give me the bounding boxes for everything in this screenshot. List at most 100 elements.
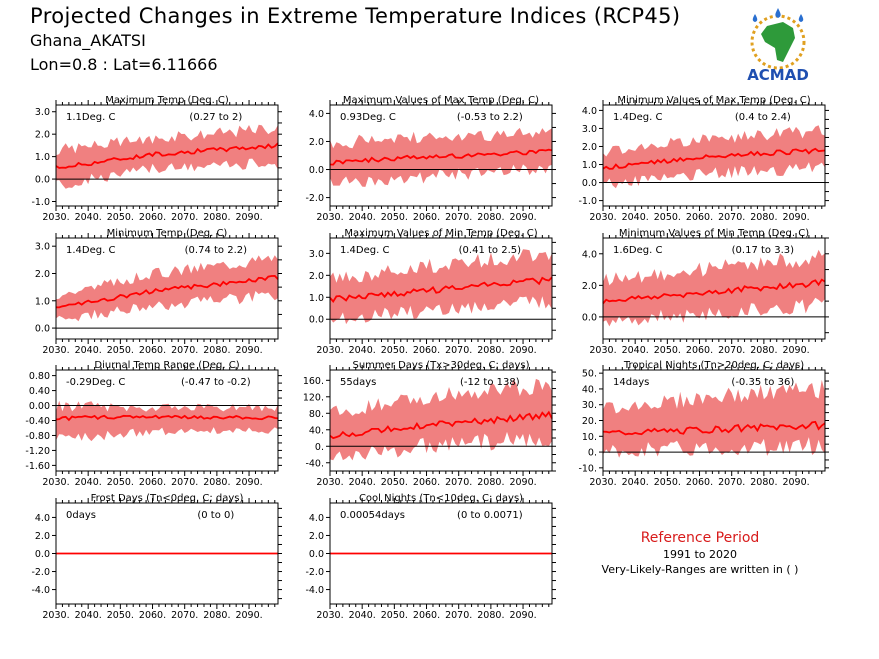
median-line: [55, 414, 279, 422]
y-tick-label: 0.: [315, 442, 324, 453]
chart-panel: -1.60 -1.20 -0.80 -0.40 0.00 0.40 0.80 2030. 204…: [25, 360, 282, 488]
likely-range-label: (0.17 to 3.3): [732, 245, 794, 256]
chart-title: Minimum Values of Min Temp (Deg. C): [619, 228, 809, 239]
reference-period-note: Very-Likely-Ranges are written in ( ): [601, 563, 799, 576]
x-tick-label: 2090.: [235, 610, 262, 621]
x-tick-label: 2030.: [42, 212, 69, 223]
y-tick-label: 4.0: [309, 513, 324, 524]
acmad-logo: ACMAD: [747, 8, 809, 84]
y-tick-label: 3.0: [582, 124, 597, 135]
y-tick-label: 40.: [582, 384, 597, 395]
logo-text: ACMAD: [747, 66, 809, 84]
y-tick-label: 1.0: [309, 293, 324, 304]
x-tick-label: 2050.: [381, 610, 408, 621]
y-tick-label: 4.0: [309, 109, 324, 120]
chart-title: Cool Nights (Tn<10deg. C; days): [359, 493, 523, 504]
y-tick-label: 0.0: [35, 175, 50, 186]
y-tick-label: 4.0: [582, 249, 597, 260]
x-tick-label: 2090.: [509, 610, 536, 621]
x-tick-label: 2040.: [622, 345, 649, 356]
x-tick-label: 2040.: [349, 477, 376, 488]
y-tick-label: -2.0: [305, 193, 324, 204]
x-tick-label: 2070.: [445, 212, 472, 223]
y-tick-label: 2.0: [309, 137, 324, 148]
change-value-label: 0.00054days: [340, 510, 405, 521]
page-title: Projected Changes in Extreme Temperature…: [30, 4, 681, 28]
chart-panel: 0.0 1.0 2.0 3.0 2030. 2040. 2050. 2060. 2070. 208…: [309, 228, 556, 356]
likely-range-label: (0 to 0): [197, 510, 234, 521]
y-tick-label: 10.: [582, 432, 597, 443]
x-tick-label: 2070.: [171, 212, 198, 223]
x-tick-label: 2090.: [782, 477, 809, 488]
chart-title: Maximum Values of Min Temp (Deg. C): [344, 228, 537, 239]
change-value-label: 1.4Deg. C: [66, 245, 115, 256]
change-value-label: 0.93Deg. C: [340, 112, 396, 123]
x-tick-label: 2050.: [107, 212, 134, 223]
y-tick-label: 4.0: [35, 513, 50, 524]
x-tick-label: 2080.: [477, 610, 504, 621]
y-tick-label: -4.0: [305, 585, 324, 596]
x-tick-label: 2070.: [718, 212, 745, 223]
chart-title: Summer Days (Tx>30deg. C; days): [352, 360, 529, 371]
x-tick-label: 2040.: [75, 345, 102, 356]
likely-range-band: [56, 124, 278, 189]
x-tick-label: 2050.: [381, 345, 408, 356]
x-tick-label: 2030.: [589, 212, 616, 223]
x-tick-label: 2050.: [381, 212, 408, 223]
x-tick-label: 2060.: [139, 477, 166, 488]
chart-title: Maximum Values of Max Temp (Deg. C): [343, 95, 539, 106]
y-tick-label: -0.40: [25, 416, 50, 427]
likely-range-label: (0.27 to 2): [189, 112, 242, 123]
x-tick-label: 2050.: [107, 345, 134, 356]
x-tick-label: 2090.: [235, 345, 262, 356]
x-tick-label: 2080.: [750, 345, 777, 356]
x-tick-label: 2050.: [107, 610, 134, 621]
x-tick-label: 2070.: [171, 345, 198, 356]
x-tick-label: 2030.: [589, 477, 616, 488]
x-tick-label: 2090.: [509, 345, 536, 356]
y-tick-label: 2.0: [309, 531, 324, 542]
x-tick-label: 2060.: [413, 212, 440, 223]
y-tick-label: 160.: [303, 376, 324, 387]
x-tick-label: 2070.: [445, 345, 472, 356]
x-tick-label: 2030.: [316, 212, 343, 223]
x-tick-label: 2090.: [782, 212, 809, 223]
x-tick-label: 2080.: [477, 477, 504, 488]
x-tick-label: 2060.: [413, 345, 440, 356]
y-tick-label: 1.0: [35, 152, 50, 163]
x-tick-label: 2030.: [42, 345, 69, 356]
y-tick-label: 20.: [582, 416, 597, 427]
y-tick-label: 2.0: [35, 531, 50, 542]
x-tick-label: 2060.: [139, 610, 166, 621]
x-tick-label: 2090.: [782, 345, 809, 356]
location-name: Ghana_AKATSI: [30, 31, 146, 50]
x-tick-label: 2050.: [654, 212, 681, 223]
likely-range-band: [603, 249, 825, 327]
y-tick-label: -0.80: [25, 431, 50, 442]
x-tick-label: 2040.: [622, 477, 649, 488]
change-value-label: 1.4Deg. C: [340, 245, 389, 256]
likely-range-label: (-12 to 138): [460, 377, 520, 388]
x-tick-label: 2040.: [75, 610, 102, 621]
likely-range-label: (-0.47 to -0.2): [181, 377, 251, 388]
median-line: [602, 147, 826, 170]
x-tick-label: 2030.: [42, 477, 69, 488]
y-tick-label: 0.0: [35, 324, 50, 335]
median-line: [329, 148, 553, 166]
y-tick-label: -1.0: [578, 196, 597, 207]
y-tick-label: 0.0: [35, 549, 50, 560]
y-tick-label: 4.0: [582, 106, 597, 117]
chart-panel: -1.0 0.0 1.0 2.0 3.0 2030. 2040. 2050. 2060. 2070…: [31, 95, 282, 223]
y-tick-label: 0.: [588, 448, 597, 459]
change-value-label: -0.29Deg. C: [66, 377, 125, 388]
y-tick-label: 0.0: [582, 178, 597, 189]
y-tick-label: 0.40: [29, 386, 50, 397]
chart-panel: -4.0 -2.0 0.0 2.0 4.0 2030. 2040. 2050. 2060. 207…: [305, 493, 556, 621]
y-tick-label: -4.0: [31, 585, 50, 596]
y-tick-label: -1.0: [31, 197, 50, 208]
change-value-label: 0days: [66, 510, 96, 521]
likely-range-label: (-0.35 to 36): [731, 377, 794, 388]
x-tick-label: 2040.: [349, 610, 376, 621]
likely-range-label: (0.74 to 2.2): [185, 245, 247, 256]
chart-title: Tropical Nights (Tn>20deg. C; days): [623, 360, 804, 371]
